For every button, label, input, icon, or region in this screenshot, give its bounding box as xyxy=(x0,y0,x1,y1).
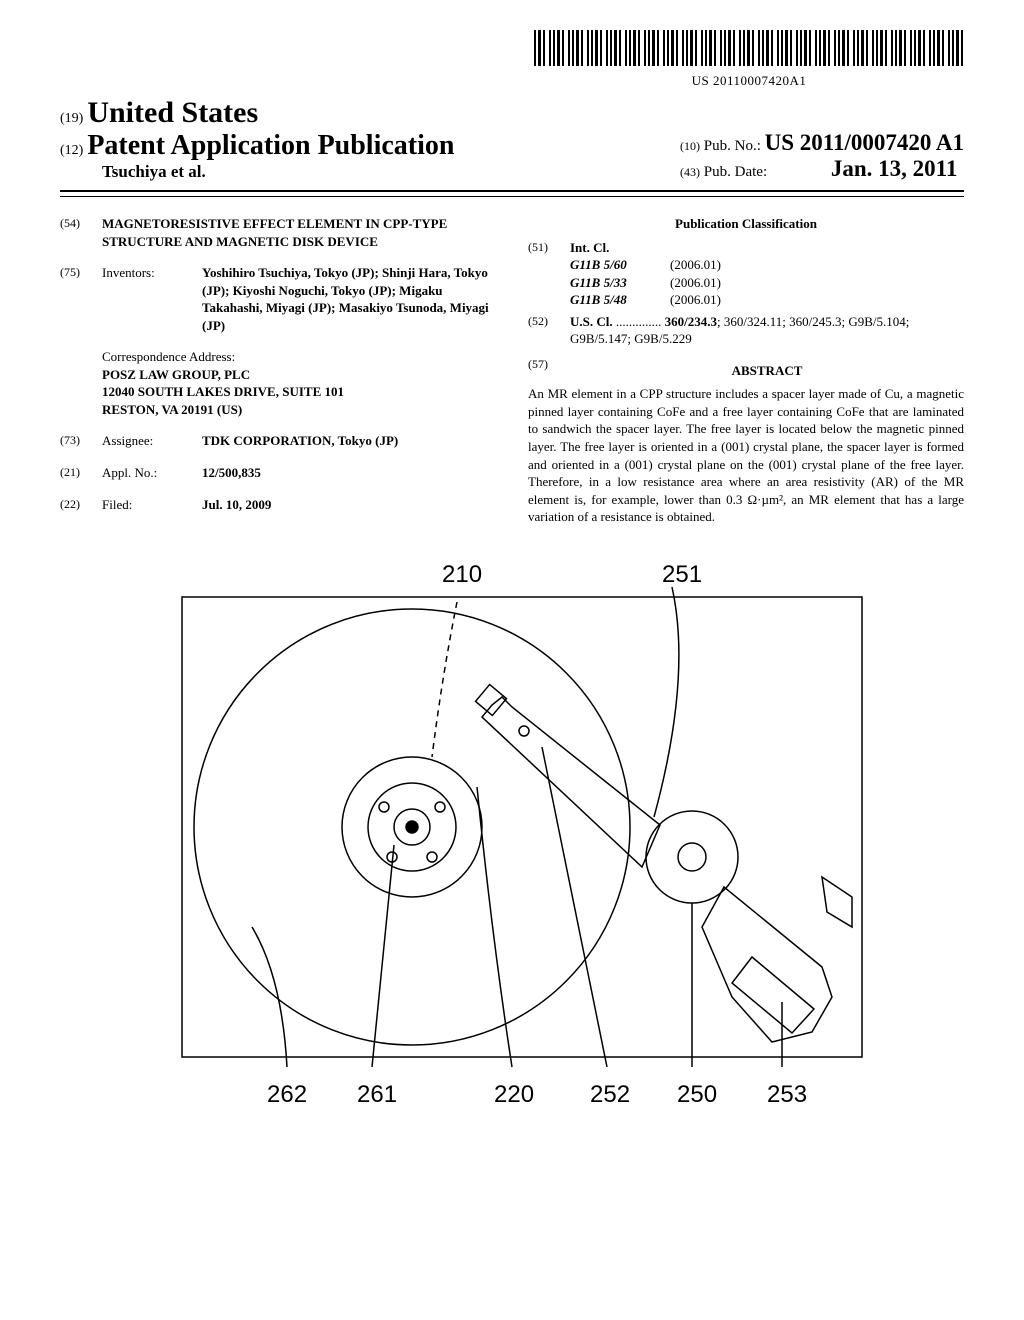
fig-label: 253 xyxy=(767,1081,807,1108)
left-column: (54) MAGNETORESISTIVE EFFECT ELEMENT IN … xyxy=(60,215,496,527)
applno-label: Appl. No.: xyxy=(102,464,202,482)
code-12: (12) xyxy=(60,143,83,158)
filed-date: Jul. 10, 2009 xyxy=(202,496,496,514)
us-classification: U.S. Cl. .............. 360/234.3; 360/3… xyxy=(570,313,964,348)
code-51: (51) xyxy=(528,239,570,309)
filed-label: Filed: xyxy=(102,496,202,514)
code-57: (57) xyxy=(528,356,570,386)
intcl-row: G11B 5/48 (2006.01) xyxy=(570,291,964,309)
patent-figure: 210 251 262 261 220 252 250 253 xyxy=(60,557,964,1122)
publication-number: US 2011/0007420 A1 xyxy=(765,130,964,155)
pubdate-label: Pub. Date: xyxy=(704,164,767,180)
code-73: (73) xyxy=(60,432,102,450)
intcl-label: Int. Cl. xyxy=(570,239,964,257)
intcl-row: G11B 5/33 (2006.01) xyxy=(570,274,964,292)
fig-label: 251 xyxy=(662,561,702,588)
correspondence-label: Correspondence Address: xyxy=(102,348,496,366)
inventors: Yoshihiro Tsuchiya, Tokyo (JP); Shinji H… xyxy=(202,264,496,334)
fig-label: 210 xyxy=(442,561,482,588)
barcode-lines xyxy=(534,30,964,66)
fig-label: 250 xyxy=(677,1081,717,1108)
pubno-label: Pub. No.: xyxy=(704,138,761,154)
invention-title: MAGNETORESISTIVE EFFECT ELEMENT IN CPP-T… xyxy=(102,215,496,250)
correspondence-addr2: RESTON, VA 20191 (US) xyxy=(102,401,496,419)
fig-label: 220 xyxy=(494,1081,534,1108)
fig-label: 262 xyxy=(267,1081,307,1108)
assignee-label: Assignee: xyxy=(102,432,202,450)
pubclass-title: Publication Classification xyxy=(528,215,964,233)
country: United States xyxy=(87,96,258,129)
code-43: (43) xyxy=(680,165,700,179)
code-54: (54) xyxy=(60,215,102,250)
barcode-number: US 20110007420A1 xyxy=(534,73,964,89)
publication-type: Patent Application Publication xyxy=(87,130,454,161)
correspondence-name: POSZ LAW GROUP, PLC xyxy=(102,366,496,384)
abstract-text: An MR element in a CPP structure include… xyxy=(528,385,964,525)
header-rule xyxy=(60,196,964,197)
code-21: (21) xyxy=(60,464,102,482)
fig-label: 252 xyxy=(590,1081,630,1108)
intcl-row: G11B 5/60 (2006.01) xyxy=(570,256,964,274)
fig-label: 261 xyxy=(357,1081,397,1108)
right-column: Publication Classification (51) Int. Cl.… xyxy=(528,215,964,527)
code-10: (10) xyxy=(680,139,700,153)
header: (19) United States (12) Patent Applicati… xyxy=(60,96,964,192)
authors-header: Tsuchiya et al. xyxy=(102,162,454,182)
inventors-label: Inventors: xyxy=(102,264,202,334)
abstract-title: ABSTRACT xyxy=(570,362,964,380)
code-22: (22) xyxy=(60,496,102,514)
assignee: TDK CORPORATION, Tokyo (JP) xyxy=(202,432,496,450)
code-75: (75) xyxy=(60,264,102,334)
publication-date: Jan. 13, 2011 xyxy=(831,156,958,181)
correspondence-addr1: 12040 SOUTH LAKES DRIVE, SUITE 101 xyxy=(102,383,496,401)
barcode-block: US 20110007420A1 xyxy=(60,30,964,90)
application-number: 12/500,835 xyxy=(202,464,496,482)
code-19: (19) xyxy=(60,111,83,126)
code-52: (52) xyxy=(528,313,570,348)
